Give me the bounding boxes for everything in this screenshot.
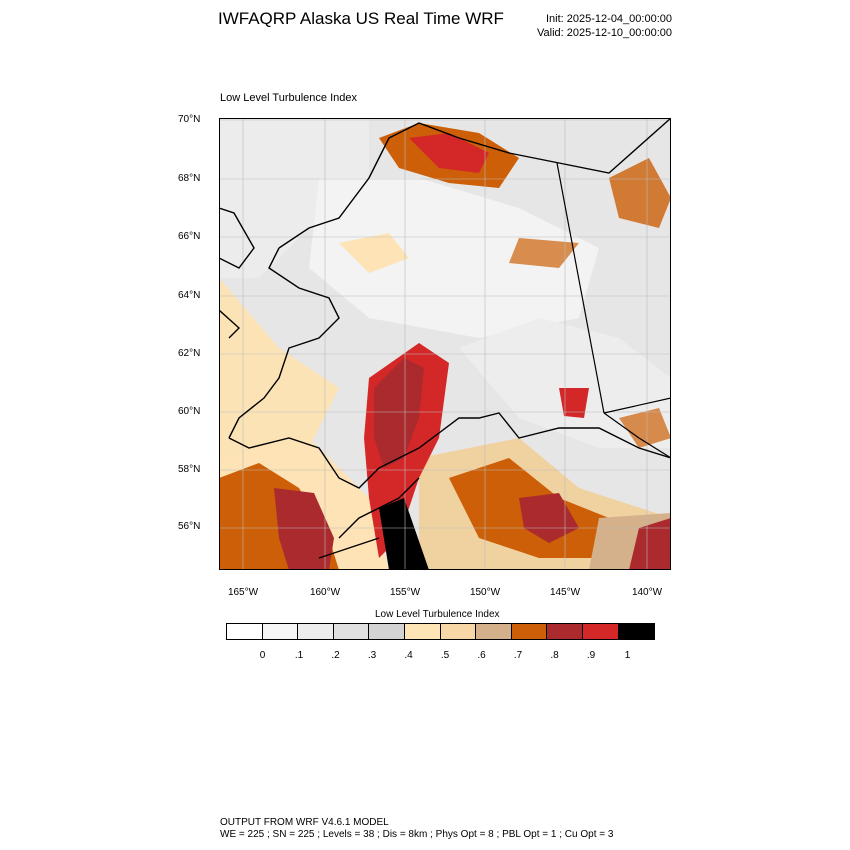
colorbar-level-label: .4 [404,650,413,661]
colorbar-level-label: .1 [294,650,304,661]
shaded-region [219,118,369,278]
lon-label-160: 160°W [309,587,341,598]
colorbar-level-label: .7 [513,650,523,661]
lon-label-165: 165°W [227,587,259,598]
lat-label-68: 68°N [178,173,201,184]
colorbar-swatch [333,624,370,639]
colorbar-swatch [547,624,583,639]
lon-label-155: 155°W [389,587,421,598]
colorbar [226,623,656,640]
colorbar-swatch [298,624,334,639]
valid-time: Valid: 2025-12-10_00:00:00 [537,27,672,39]
footer-line-2: WE = 225 ; SN = 225 ; Levels = 38 ; Dis … [220,829,614,840]
lat-label-64: 64°N [178,290,201,301]
lat-label-70: 70°N [178,114,201,125]
shaded-region [309,178,599,338]
colorbar-swatch [262,624,299,639]
colorbar-level-label: 1 [624,650,631,661]
model-info-footer: OUTPUT FROM WRF V4.6.1 MODEL WE = 225 ; … [220,817,613,841]
chart-title: IWFAQRP Alaska US Real Time WRF [218,9,504,28]
init-time: Init: 2025-12-04_00:00:00 [546,13,672,25]
lat-label-66: 66°N [178,231,201,242]
lon-label-140: 140°W [631,587,663,598]
shaded-region [629,518,671,570]
colorbar-swatch [227,624,263,639]
shaded-region [609,158,671,228]
colorbar-swatch [476,624,512,639]
init-valid-times: Init: 2025-12-04_00:00:00 Valid: 2025-12… [537,12,672,40]
colorbar-title: Low Level Turbulence Index [375,609,500,620]
graticule [219,118,671,570]
colorbar-level-label: .8 [550,650,559,661]
border-line [556,162,671,459]
shaded-region [274,488,334,570]
lon-label-145: 145°W [549,587,581,598]
map-subtitle: Low Level Turbulence Index [220,92,357,104]
shaded-region [339,233,409,273]
shaded-region [409,133,489,173]
map-panel [219,118,671,570]
colorbar-swatch [404,624,441,639]
lon-label-150: 150°W [469,587,501,598]
footer-line-1: OUTPUT FROM WRF V4.6.1 MODEL [220,817,389,828]
shaded-region [559,388,589,418]
colorbar-swatch [511,624,548,639]
colorbar-swatch [582,624,619,639]
colorbar-level-label: 0 [259,650,266,661]
shaded-region [374,358,424,468]
map-frame-border [219,118,671,570]
lat-label-62: 62°N [178,348,201,359]
lat-label-60: 60°N [178,406,201,417]
colorbar-swatch [369,624,405,639]
colorbar-swatch [618,624,655,639]
colorbar-level-label: .5 [440,650,450,661]
colorbar-level-label: .3 [367,650,377,661]
colorbar-level-label: .6 [477,650,486,661]
coastline [219,118,671,559]
shaded-region [519,493,579,543]
turbulence-map [219,118,671,570]
lat-label-58: 58°N [178,464,201,475]
colorbar-level-label: .2 [331,650,340,661]
colorbar-swatch [440,624,477,639]
lat-label-56: 56°N [178,521,201,532]
shaded-region [619,408,671,448]
shaded-region [509,238,579,268]
colorbar-level-label: .9 [586,650,596,661]
shaded-region [379,498,429,570]
